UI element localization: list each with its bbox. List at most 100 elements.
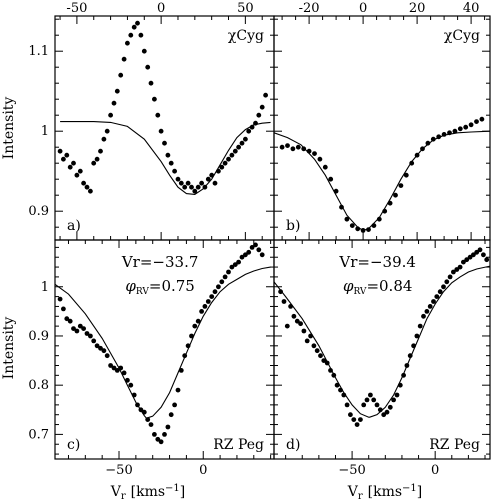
data-point: [484, 257, 490, 263]
data-point: [421, 313, 426, 319]
data-point: [311, 343, 317, 349]
data-point: [285, 143, 290, 149]
panel-frame: [54, 15, 275, 241]
data-point: [317, 156, 323, 162]
x-axis-title-exp: −1: [165, 483, 180, 494]
data-point: [81, 326, 86, 331]
data-point: [205, 176, 211, 182]
data-point: [344, 216, 350, 222]
data-point: [175, 387, 181, 393]
data-point: [104, 128, 110, 134]
data-point: [165, 152, 171, 158]
panel-label: a): [67, 218, 81, 234]
data-point: [290, 146, 296, 152]
data-point: [474, 119, 479, 124]
data-point: [232, 148, 238, 154]
bottom-tick-label: −50: [338, 463, 365, 478]
panel-4: −50 0 d) RZ Peg Vr=−39.4 φRV=0.84: [273, 239, 491, 478]
data-point: [414, 333, 420, 339]
data-point: [368, 392, 373, 398]
annotation-phi: φRV=0.84: [343, 277, 412, 297]
data-point: [178, 180, 184, 186]
data-point: [454, 267, 460, 272]
data-point: [152, 96, 157, 102]
phi-value: =0.84: [366, 277, 412, 295]
x-axis-title-main: V: [110, 484, 122, 500]
data-point: [94, 156, 100, 162]
data-point: [246, 128, 252, 134]
data-point: [192, 188, 198, 194]
left-tick-label: 0.9: [28, 204, 49, 219]
data-point: [114, 368, 120, 373]
data-point: [165, 424, 171, 430]
panel-frame: [273, 15, 491, 241]
star-label: RZ Peg: [213, 437, 264, 453]
data-point: [61, 306, 66, 312]
data-point: [304, 338, 310, 344]
data-point: [189, 184, 194, 190]
data-point: [437, 289, 443, 295]
data-point: [84, 184, 90, 190]
panel-frame: [273, 239, 491, 460]
top-tick-label: 50: [237, 1, 254, 16]
data-point: [77, 323, 83, 329]
panel-1: -50 0 50 0.9 1 1.1 a) χCyg: [28, 1, 275, 241]
data-point: [312, 151, 317, 157]
data-point: [172, 168, 178, 174]
data-point: [243, 136, 248, 142]
data-point: [457, 264, 463, 270]
data-point: [111, 365, 117, 371]
data-point: [259, 104, 265, 110]
data-point: [239, 140, 245, 146]
data-point: [364, 397, 370, 403]
data-group: [274, 116, 490, 233]
data-group: [55, 242, 271, 445]
data-point: [114, 88, 120, 94]
x-axis-title-right: Vr [kms−1]: [347, 483, 423, 502]
data-point: [349, 223, 355, 229]
phi-value: =0.75: [149, 277, 195, 295]
data-point: [328, 176, 334, 182]
x-axis-title-unit: [kms: [368, 484, 402, 500]
data-point: [108, 363, 113, 368]
data-point: [175, 176, 181, 182]
data-point: [239, 254, 245, 260]
x-axis-title-unit: [kms: [131, 484, 165, 500]
left-tick-label: 1.1: [28, 44, 49, 59]
phi-subscript: RV: [353, 287, 366, 297]
data-point: [236, 144, 242, 150]
x-axis-title-close: ]: [180, 484, 185, 500]
data-point: [427, 304, 433, 309]
top-tick-label: -50: [66, 1, 87, 16]
data-point: [477, 247, 483, 253]
data-point: [192, 323, 198, 329]
data-point: [463, 124, 469, 130]
data-point: [298, 321, 303, 327]
data-point: [468, 122, 474, 128]
data-point: [451, 269, 456, 275]
data-point: [111, 100, 117, 106]
data-point: [249, 245, 255, 250]
data-point: [168, 160, 174, 166]
data-point: [185, 180, 191, 186]
data-point: [444, 279, 450, 285]
data-point: [301, 328, 307, 334]
data-point: [61, 156, 66, 162]
data-point: [376, 216, 382, 222]
data-point: [212, 289, 218, 295]
data-point: [398, 183, 404, 189]
data-point: [294, 318, 300, 324]
data-point: [121, 56, 127, 62]
data-point: [301, 146, 307, 152]
bottom-tick-label: 0: [199, 463, 207, 478]
data-point: [318, 353, 323, 359]
data-point: [322, 164, 328, 170]
data-point: [219, 164, 225, 170]
data-point: [195, 184, 201, 190]
data-point: [64, 152, 70, 158]
data-point: [212, 180, 218, 186]
data-point: [361, 402, 367, 408]
data-point: [259, 252, 265, 258]
data-point: [381, 412, 387, 418]
data-point: [366, 227, 371, 233]
